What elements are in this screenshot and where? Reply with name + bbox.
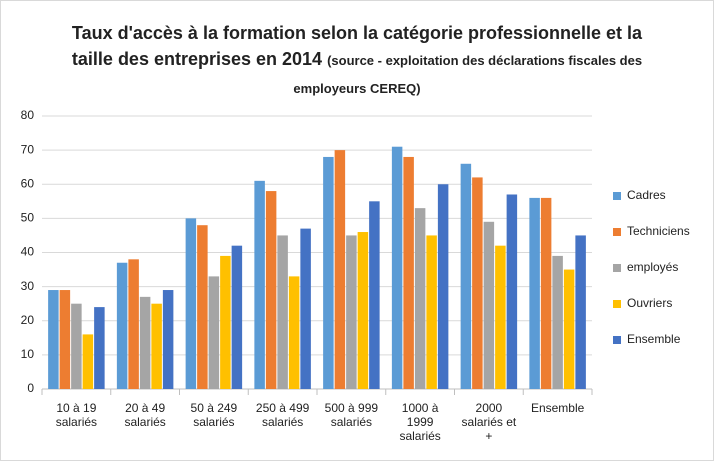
legend-label: Techniciens [627,224,690,238]
chart-subtitle: (source - exploitation des déclarations … [293,53,643,96]
bar [220,255,231,389]
bar [265,191,277,389]
bar [323,156,334,389]
legend-label: Ensemble [627,332,681,346]
bar [414,208,426,389]
y-tick-label: 80 [21,108,35,122]
bar [529,197,540,389]
legend-swatch [613,336,621,344]
legend-swatch [613,300,621,308]
legend-swatch [613,192,621,200]
y-tick-label: 60 [21,176,35,190]
x-tick-label: 2000 salariés et + [461,401,517,443]
bar [437,184,449,389]
bar [94,307,105,389]
bar [460,163,472,389]
bar [426,235,437,389]
bar [116,262,128,389]
bar [197,225,208,389]
legend-label: employés [627,260,678,274]
bar [288,276,300,389]
bar [403,156,414,389]
y-tick-label: 0 [27,381,34,395]
x-tick-label: 50 à 249 salariés [190,401,238,429]
x-tick-label: 250 à 499 salariés [255,401,310,429]
bar [139,296,151,389]
bar [472,177,483,389]
bar [334,150,346,389]
y-tick-label: 70 [21,142,35,156]
bar [563,269,575,389]
bar [357,232,369,389]
x-tick-label: 10 à 19 salariés [55,401,98,429]
bar [128,259,139,389]
bar [391,146,403,389]
bar [231,245,243,389]
chart-title: Taux d'accès à la formation selon la cat… [71,23,643,69]
bar [540,197,552,389]
legend-swatch [613,264,621,272]
y-tick-label: 10 [21,347,35,361]
bar [483,221,495,389]
bar [208,276,220,389]
bar [254,180,265,389]
legend-swatch [613,228,621,236]
bar [151,303,162,389]
x-tick-label: 20 à 49 salariés [124,401,166,429]
bar [506,194,518,389]
bar [346,235,357,389]
bar [277,235,288,389]
bar [48,290,59,389]
bar [552,255,563,389]
title-block: Taux d'accès à la formation selon la cat… [60,20,654,102]
y-tick-label: 50 [21,211,35,225]
bar [71,303,82,389]
bar [575,235,586,389]
bar [185,218,197,389]
bar [369,201,380,389]
bar [300,228,311,389]
y-tick-label: 30 [21,279,35,293]
y-tick-label: 20 [21,313,35,327]
bar [495,245,506,389]
y-tick-label: 40 [21,245,35,259]
bar [82,334,94,389]
legend-label: Ouvriers [627,296,672,310]
x-tick-label: 1000 à 1999 salariés [399,401,441,443]
legend-label: Cadres [627,188,666,202]
x-tick-label: 500 à 999 salariés [324,401,379,429]
bar [162,290,174,389]
bar [59,290,71,389]
x-tick-label: Ensemble [530,401,585,415]
